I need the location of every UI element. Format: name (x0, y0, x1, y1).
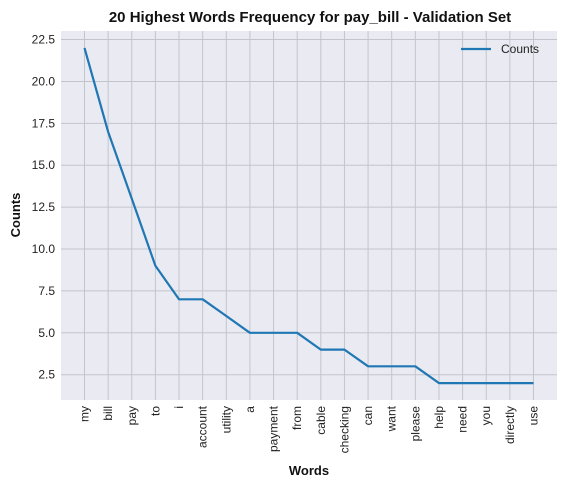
legend: Counts (461, 42, 539, 56)
series-line-counts (83, 47, 534, 385)
grid-lines (61, 31, 557, 400)
x-tick-label: need (456, 406, 470, 433)
x-tick-label: my (78, 406, 92, 422)
x-tick-label: i (172, 406, 186, 409)
y-axis-label: Counts (8, 193, 23, 238)
plot-area (61, 31, 557, 400)
x-axis-ticks: my bill pay to i account utility a payment from ca… (78, 405, 541, 453)
x-tick-label: payment (267, 405, 281, 452)
x-tick-label: to (148, 406, 162, 416)
y-tick-label: 7.5 (38, 284, 55, 298)
x-tick-label: can (361, 406, 375, 425)
x-tick-label: cable (314, 406, 328, 435)
x-tick-label: pay (125, 406, 139, 425)
y-tick-label: 10.0 (32, 242, 56, 256)
x-tick-label: use (527, 406, 541, 426)
chart-title: 20 Highest Words Frequency for pay_bill … (109, 9, 511, 26)
x-tick-label: a (243, 406, 257, 413)
y-tick-label: 2.5 (38, 368, 55, 382)
x-tick-label: from (290, 406, 304, 430)
y-tick-label: 20.0 (32, 74, 56, 88)
x-tick-label: want (385, 405, 399, 432)
x-tick-label: bill (101, 406, 115, 421)
y-tick-label: 15.0 (32, 158, 56, 172)
x-tick-label: directly (503, 406, 517, 444)
y-tick-label: 22.5 (32, 33, 56, 47)
x-tick-label: utility (219, 406, 233, 433)
legend-label-counts: Counts (501, 42, 539, 56)
x-tick-label: account (196, 405, 210, 448)
y-tick-label: 12.5 (32, 200, 56, 214)
y-tick-label: 5.0 (38, 326, 55, 340)
x-axis-label: Words (289, 463, 329, 478)
x-tick-label: you (479, 406, 493, 425)
x-tick-label: help (432, 406, 446, 429)
y-tick-label: 17.5 (32, 116, 56, 130)
x-tick-label: please (408, 406, 422, 442)
x-tick-label: checking (337, 406, 351, 453)
y-axis-ticks: 2.5 5.0 7.5 10.0 12.5 15.0 17.5 20.0 22.5 (32, 33, 56, 382)
